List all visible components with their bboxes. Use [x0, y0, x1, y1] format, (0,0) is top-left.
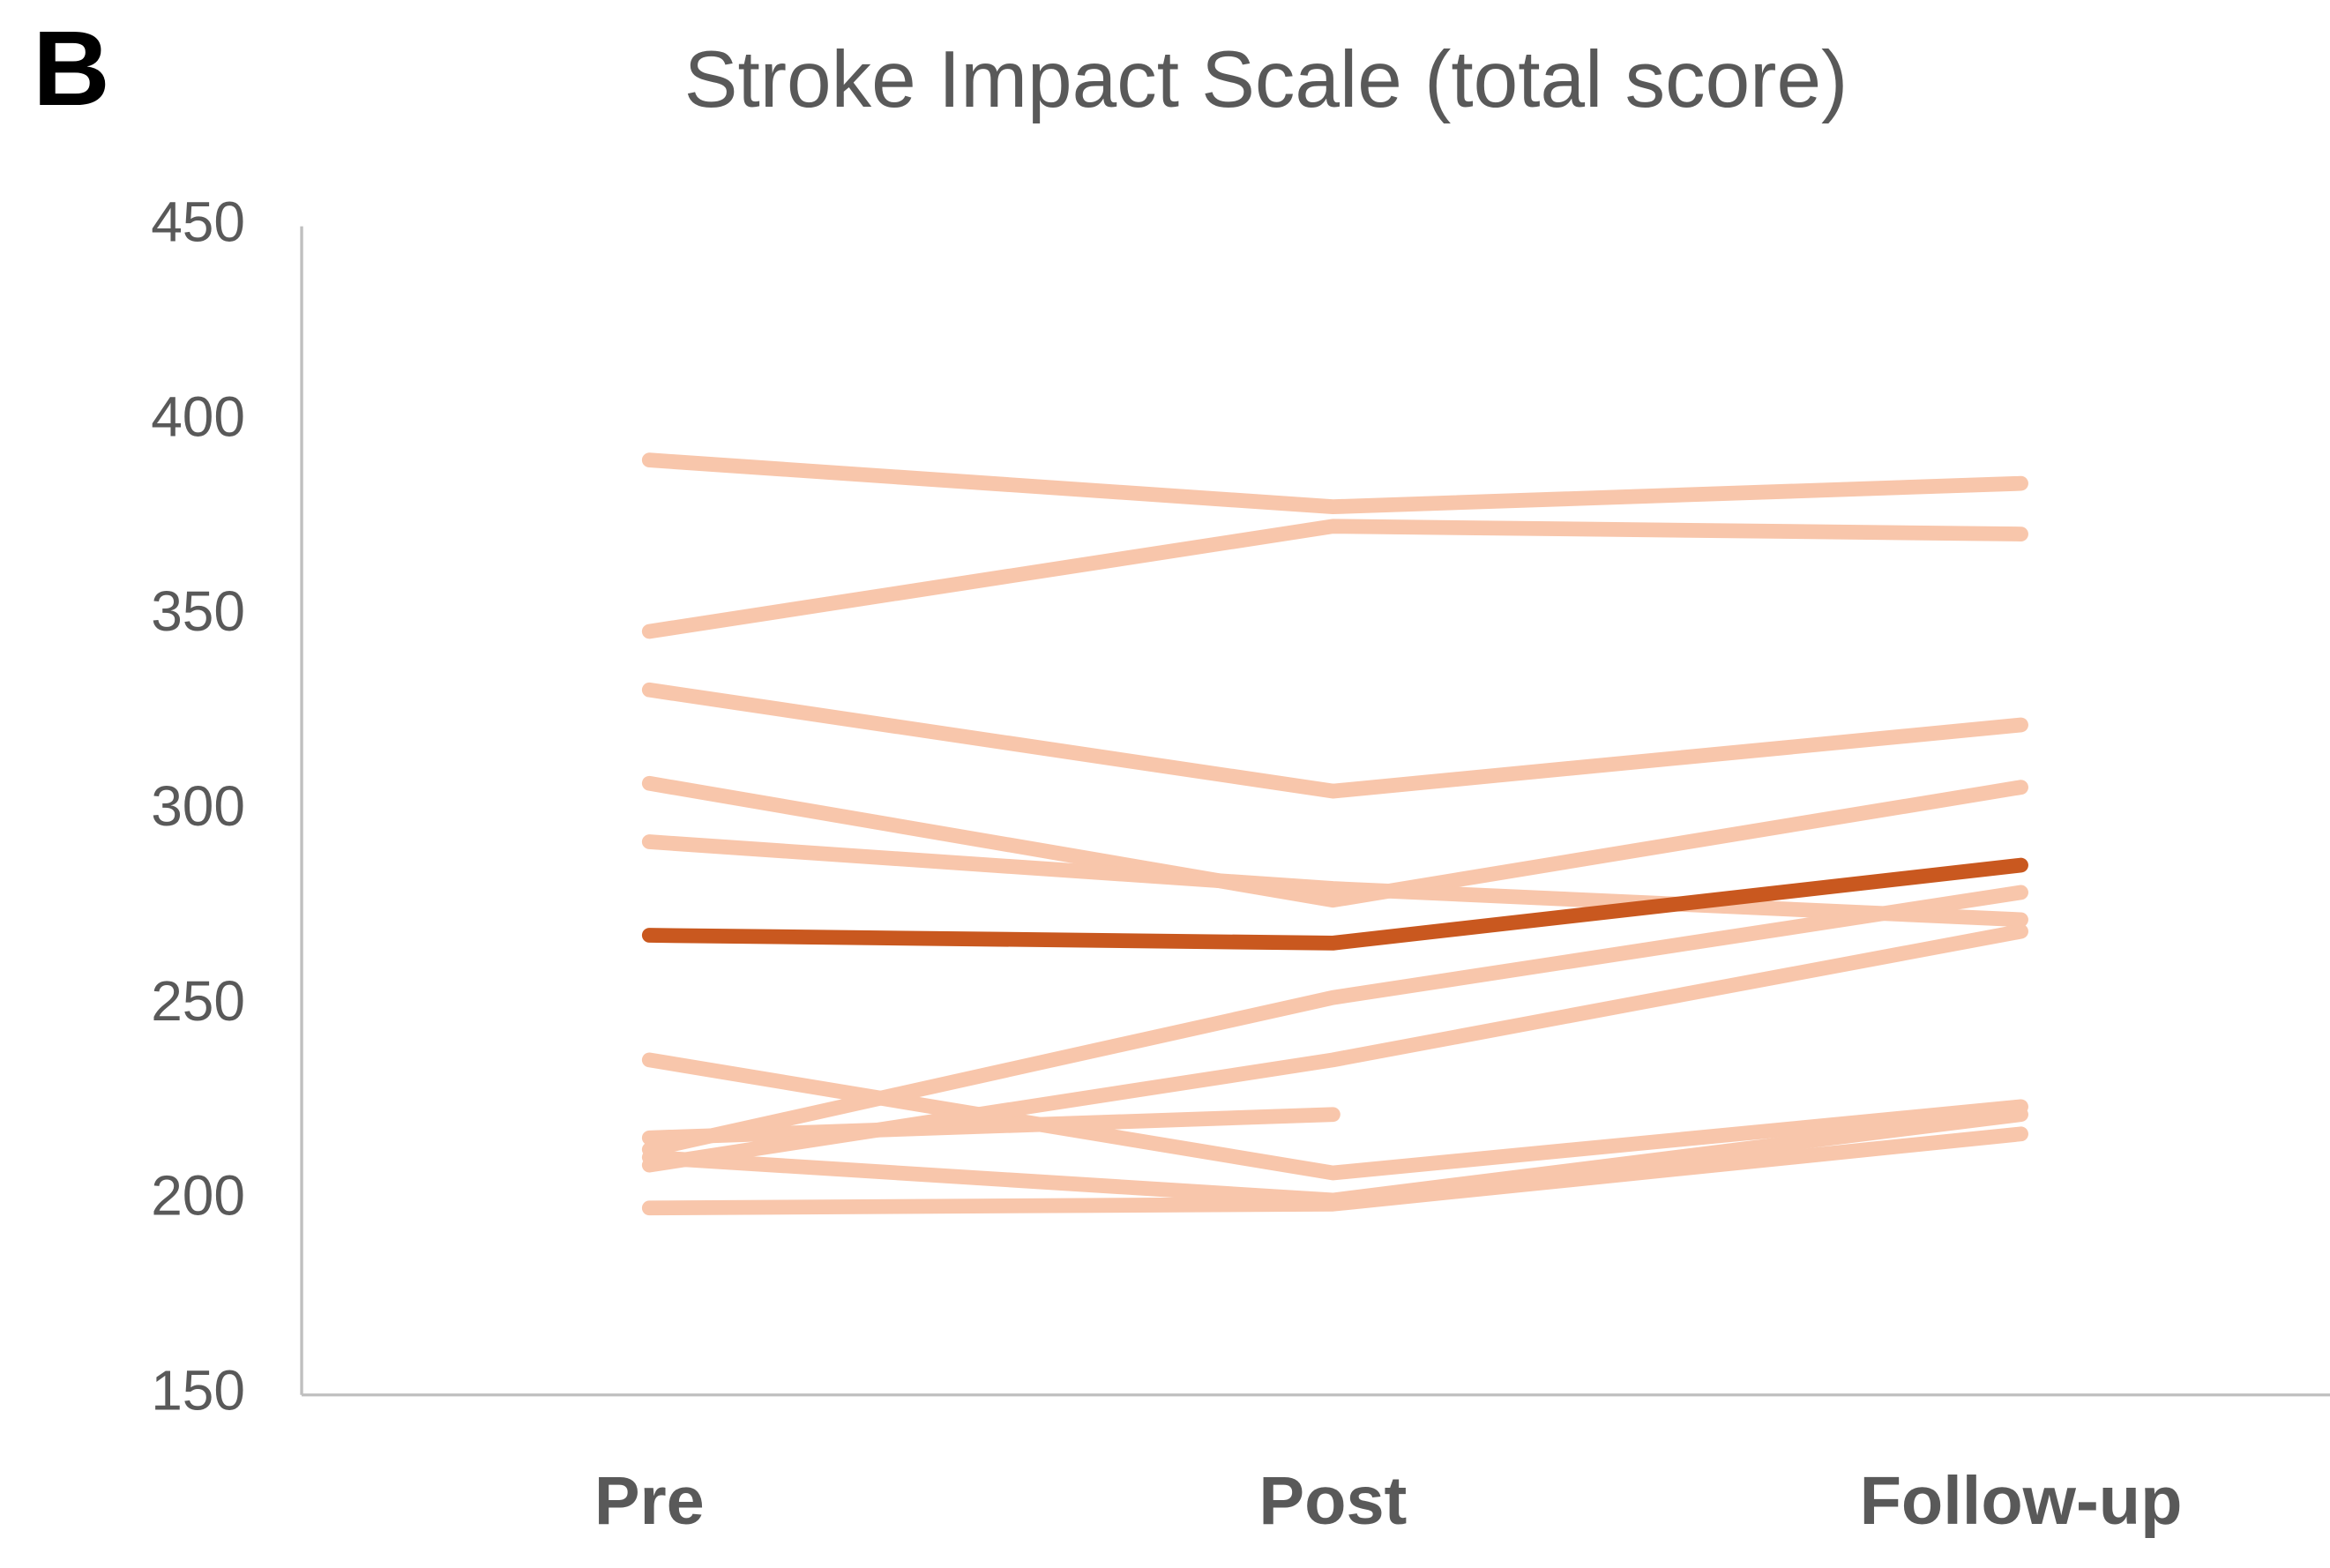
series-line — [641, 1107, 1340, 1146]
y-tick-label: 400 — [151, 385, 245, 448]
chart-title: Stroke Impact Scale (total score) — [684, 35, 1848, 124]
y-tick-label: 450 — [151, 190, 245, 254]
series-line — [641, 682, 2028, 799]
x-tick-label: Pre — [594, 1463, 705, 1539]
y-tick-label: 150 — [151, 1359, 245, 1422]
series-line — [641, 857, 2028, 951]
series-line — [641, 923, 2028, 1173]
series-line — [641, 452, 2028, 515]
y-tick-label: 300 — [151, 774, 245, 838]
x-tick-label: Follow-up — [1860, 1463, 2183, 1539]
y-tick-label: 350 — [151, 579, 245, 643]
y-tick-label: 250 — [151, 969, 245, 1033]
series-line — [641, 834, 2028, 928]
series-line — [641, 519, 2028, 639]
panel-label: B — [33, 8, 110, 128]
series-line — [641, 885, 2028, 1157]
y-tick-label: 200 — [151, 1164, 245, 1228]
series-line — [641, 1126, 2028, 1216]
series-line — [641, 775, 2028, 908]
x-tick-label: Post — [1258, 1463, 1407, 1539]
